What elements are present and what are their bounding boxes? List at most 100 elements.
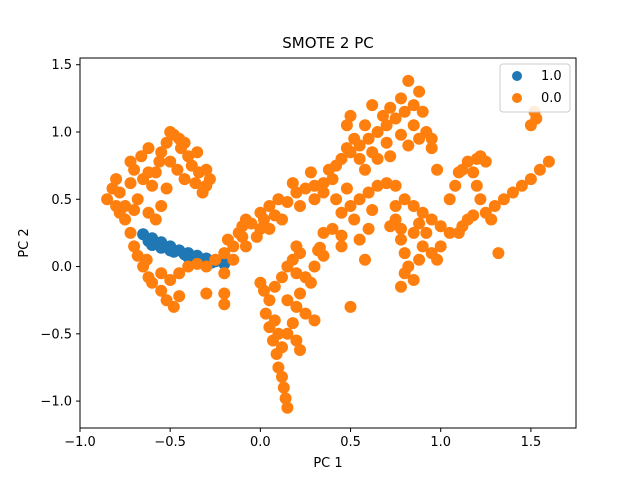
data-point [402,139,415,152]
data-point [182,260,195,273]
data-point [200,163,213,176]
legend-label-1.0: 1.0 [541,69,562,84]
data-point [164,155,177,168]
data-point [362,132,375,145]
data-point [227,240,240,253]
data-point [353,193,366,206]
data-point [290,334,303,347]
data-point [299,307,312,320]
data-point [277,381,290,394]
data-point [407,200,420,212]
legend-label-0.0: 0.0 [541,91,562,106]
data-point [294,200,306,212]
data-point [218,267,231,280]
data-point [344,200,357,212]
data-point [474,193,487,206]
data-point [389,112,402,125]
data-point [167,300,180,313]
data-point [110,173,123,186]
data-point [416,240,429,253]
data-point [380,177,393,190]
data-point [276,370,288,383]
data-point [398,247,411,260]
data-point [533,163,546,176]
data-point [380,136,393,149]
data-point [239,240,252,253]
data-point [200,287,213,300]
data-point [101,193,114,206]
data-point [461,155,474,168]
data-point [272,193,285,206]
data-point [290,267,303,280]
data-point [326,173,339,186]
data-point [492,247,505,260]
data-point [407,226,420,239]
data-point [308,314,321,327]
data-point [113,186,126,199]
data-point [395,280,407,293]
data-point [479,155,492,168]
x-tick-label: −1.0 [64,435,96,450]
data-point [182,150,195,163]
data-point [340,182,353,195]
data-point [281,196,294,208]
data-point [304,166,317,179]
data-point [218,247,231,260]
data-point [434,220,447,233]
data-point [395,233,407,246]
data-point [203,173,216,186]
data-point [467,209,480,222]
data-point [407,119,420,132]
data-point [146,276,159,289]
data-point [353,152,366,165]
data-point [281,401,294,414]
data-point [398,267,411,280]
x-tick-label: 1.0 [430,435,451,450]
data-point [413,217,426,230]
data-point [452,226,465,239]
data-point [330,193,343,206]
data-point [290,300,303,313]
data-point [142,142,155,155]
data-point [389,200,402,212]
data-point [294,344,306,356]
data-point [124,177,137,190]
data-point [146,239,159,251]
data-point [191,146,204,159]
data-point [308,179,321,192]
data-point [407,99,420,112]
data-point [178,136,191,149]
data-point [407,274,420,286]
series-0.0 [101,74,555,414]
data-point [164,126,177,138]
data-point [395,92,407,105]
data-point [272,361,285,374]
data-point [344,300,357,313]
data-point [340,142,353,155]
data-point [164,244,177,257]
data-point [149,213,162,226]
data-point [389,179,402,192]
data-point [425,132,438,145]
data-point [137,173,150,186]
data-point [263,222,276,235]
legend: 1.0 0.0 [499,63,571,113]
data-point [340,119,353,132]
y-tick-label: 0.5 [51,193,72,208]
chart-title: SMOTE 2 PC [282,34,374,52]
data-point [276,213,288,226]
data-point [146,179,159,192]
data-point [308,260,321,273]
data-point [413,253,426,266]
data-point [155,200,168,212]
data-point [449,179,462,192]
data-point [398,105,411,118]
data-point [362,222,375,235]
data-point [380,119,393,132]
data-point [384,150,397,163]
data-point [245,217,258,230]
data-point [398,193,411,206]
data-point [506,186,519,199]
data-point [524,173,537,186]
